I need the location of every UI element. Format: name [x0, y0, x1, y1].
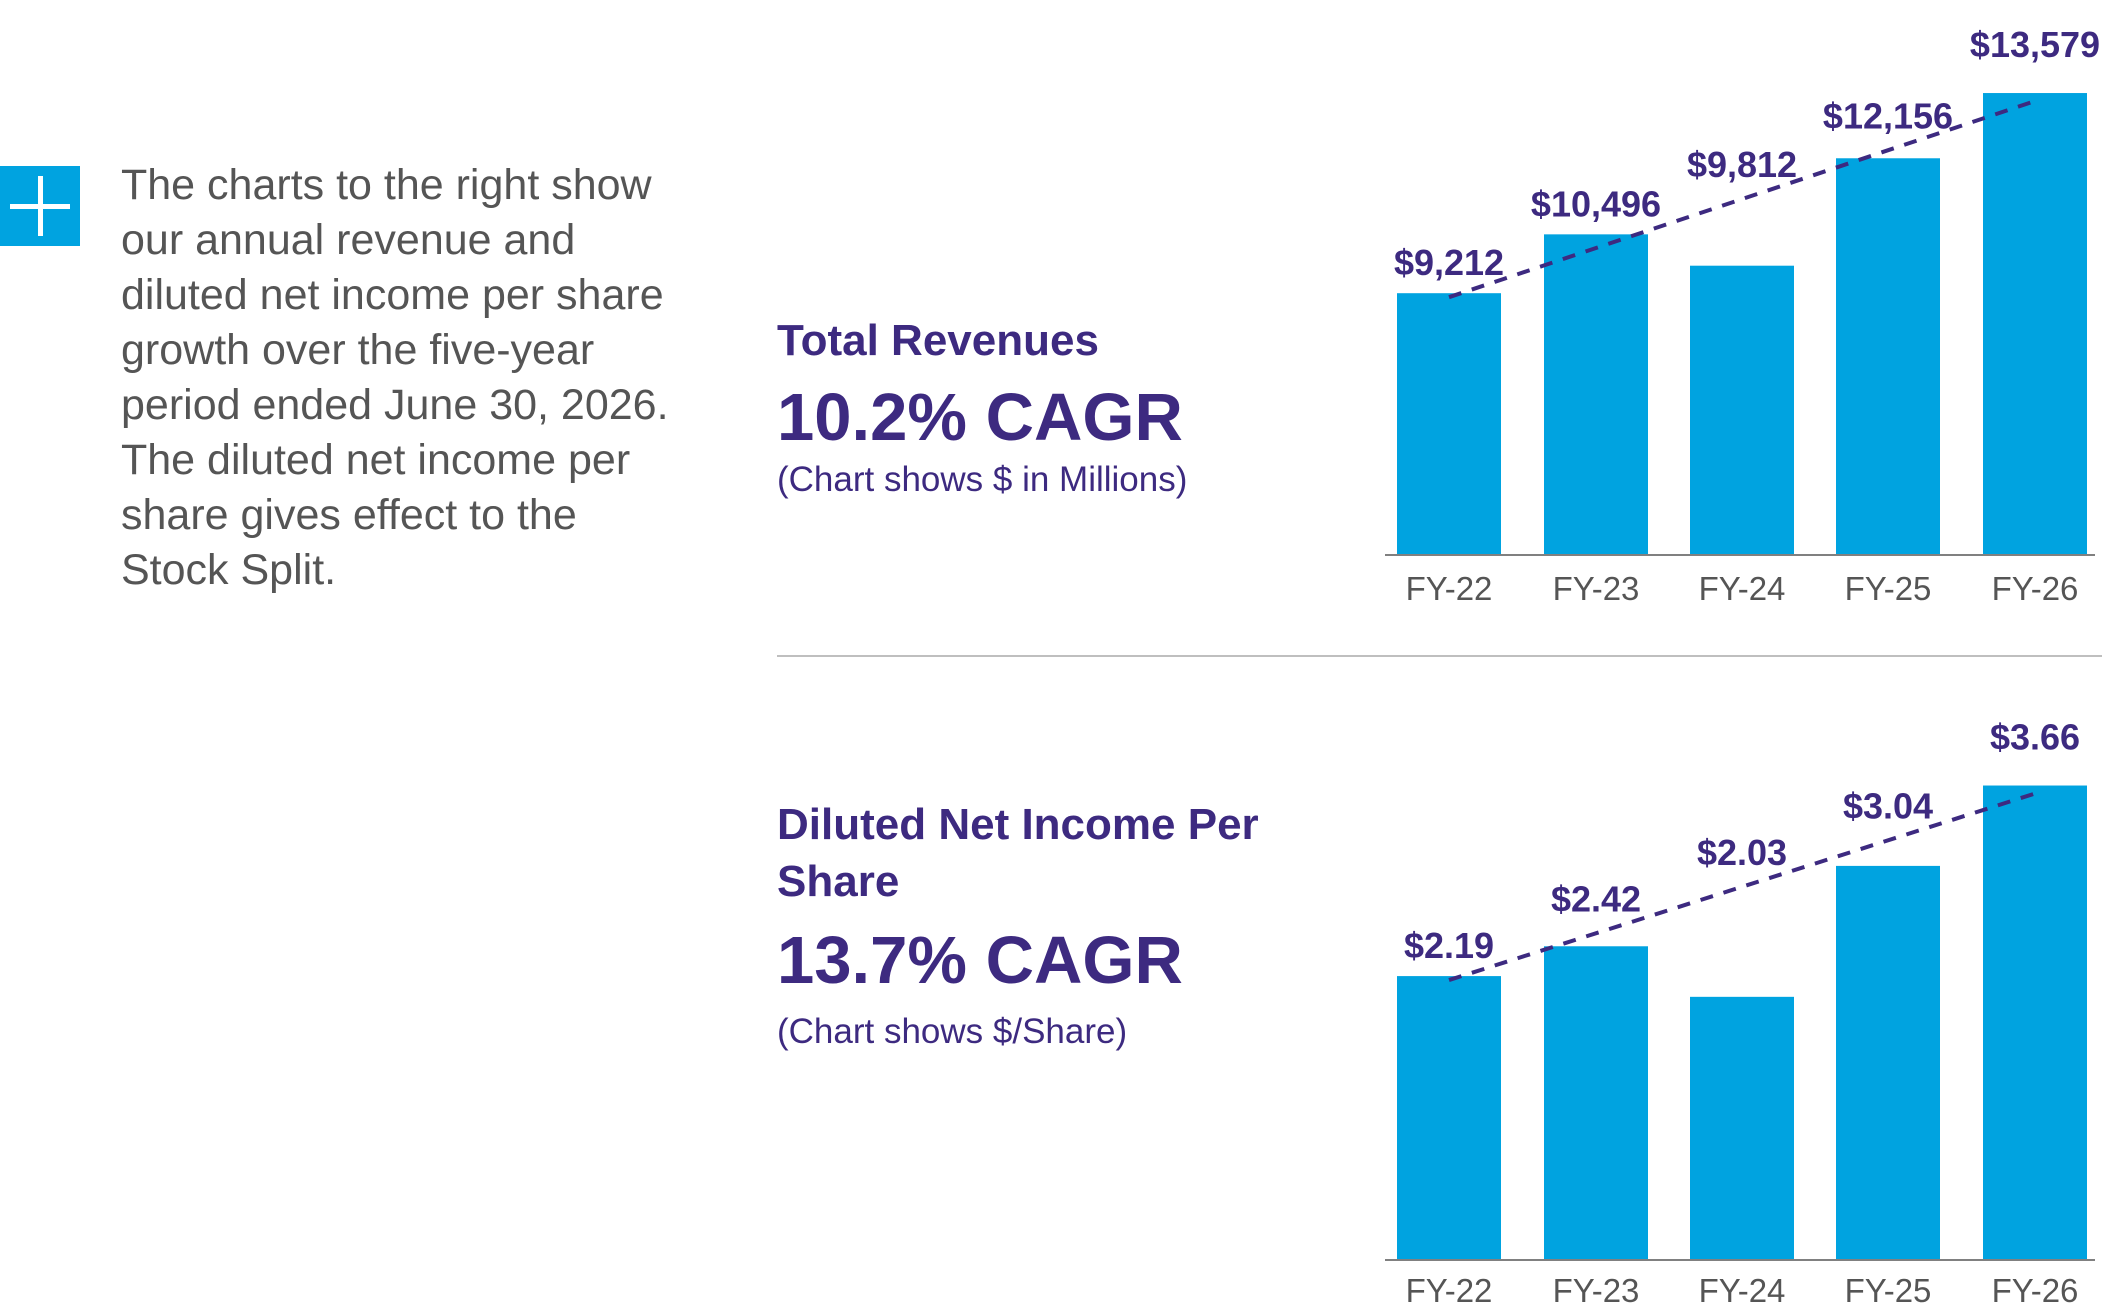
eps-tick-label-fy-26: FY-26: [1992, 1272, 2079, 1307]
revenue-tick-label-fy-22: FY-22: [1406, 570, 1493, 607]
eps-cagr: 13.7% CAGR: [777, 923, 1183, 998]
eps-bar-fy-24: [1690, 996, 1794, 1260]
revenue-bar-fy-25: [1836, 158, 1940, 555]
eps-chart-note: (Chart shows $/Share): [777, 1012, 1128, 1051]
revenue-value-label-fy-24: $9,812: [1687, 144, 1797, 185]
revenue-bar-fy-22: [1397, 293, 1501, 555]
revenue-value-label-fy-26: $13,579: [1970, 24, 2100, 65]
eps-chart-title: Diluted Net Income Per Share: [777, 800, 1259, 906]
revenue-tick-label-fy-23: FY-23: [1553, 570, 1640, 607]
eps-trend-line: [1448, 791, 2036, 982]
revenue-tick-label-fy-26: FY-26: [1992, 570, 2079, 607]
revenue-tick-label-fy-25: FY-25: [1845, 570, 1932, 607]
eps-value-label-fy-26: $3.66: [1990, 717, 2080, 758]
eps-value-label-fy-23: $2.42: [1551, 878, 1641, 919]
revenue-value-label-fy-22: $9,212: [1394, 242, 1504, 283]
eps-bar-fy-26: [1983, 785, 2087, 1260]
plus-icon: [0, 166, 80, 246]
revenue-tick-label-fy-24: FY-24: [1699, 570, 1786, 607]
eps-value-label-fy-25: $3.04: [1843, 785, 1933, 826]
revenue-trend-line: [1448, 99, 2036, 300]
intro-text: The charts to the right show our annual …: [121, 161, 669, 594]
revenue-chart-note: (Chart shows $ in Millions): [777, 460, 1188, 499]
eps-bar-fy-25: [1836, 865, 1940, 1260]
section-divider: [777, 655, 2102, 657]
eps-tick-label-fy-24: FY-24: [1699, 1272, 1786, 1307]
eps-bar-fy-22: [1397, 976, 1501, 1260]
revenue-cagr: 10.2% CAGR: [777, 380, 1183, 455]
eps-value-label-fy-24: $2.03: [1697, 832, 1787, 873]
eps-tick-label-fy-22: FY-22: [1406, 1272, 1493, 1307]
revenue-bar-fy-24: [1690, 265, 1794, 555]
revenue-bar-fy-23: [1544, 234, 1648, 555]
eps-tick-label-fy-23: FY-23: [1553, 1272, 1640, 1307]
revenue-value-label-fy-23: $10,496: [1531, 183, 1661, 224]
eps-value-label-fy-22: $2.19: [1404, 925, 1494, 966]
eps-tick-label-fy-25: FY-25: [1845, 1272, 1932, 1307]
eps-bar-fy-23: [1544, 946, 1648, 1260]
revenue-value-label-fy-25: $12,156: [1823, 95, 1953, 136]
revenue-bar-fy-26: [1983, 93, 2087, 555]
revenue-chart-title: Total Revenues: [777, 316, 1099, 365]
